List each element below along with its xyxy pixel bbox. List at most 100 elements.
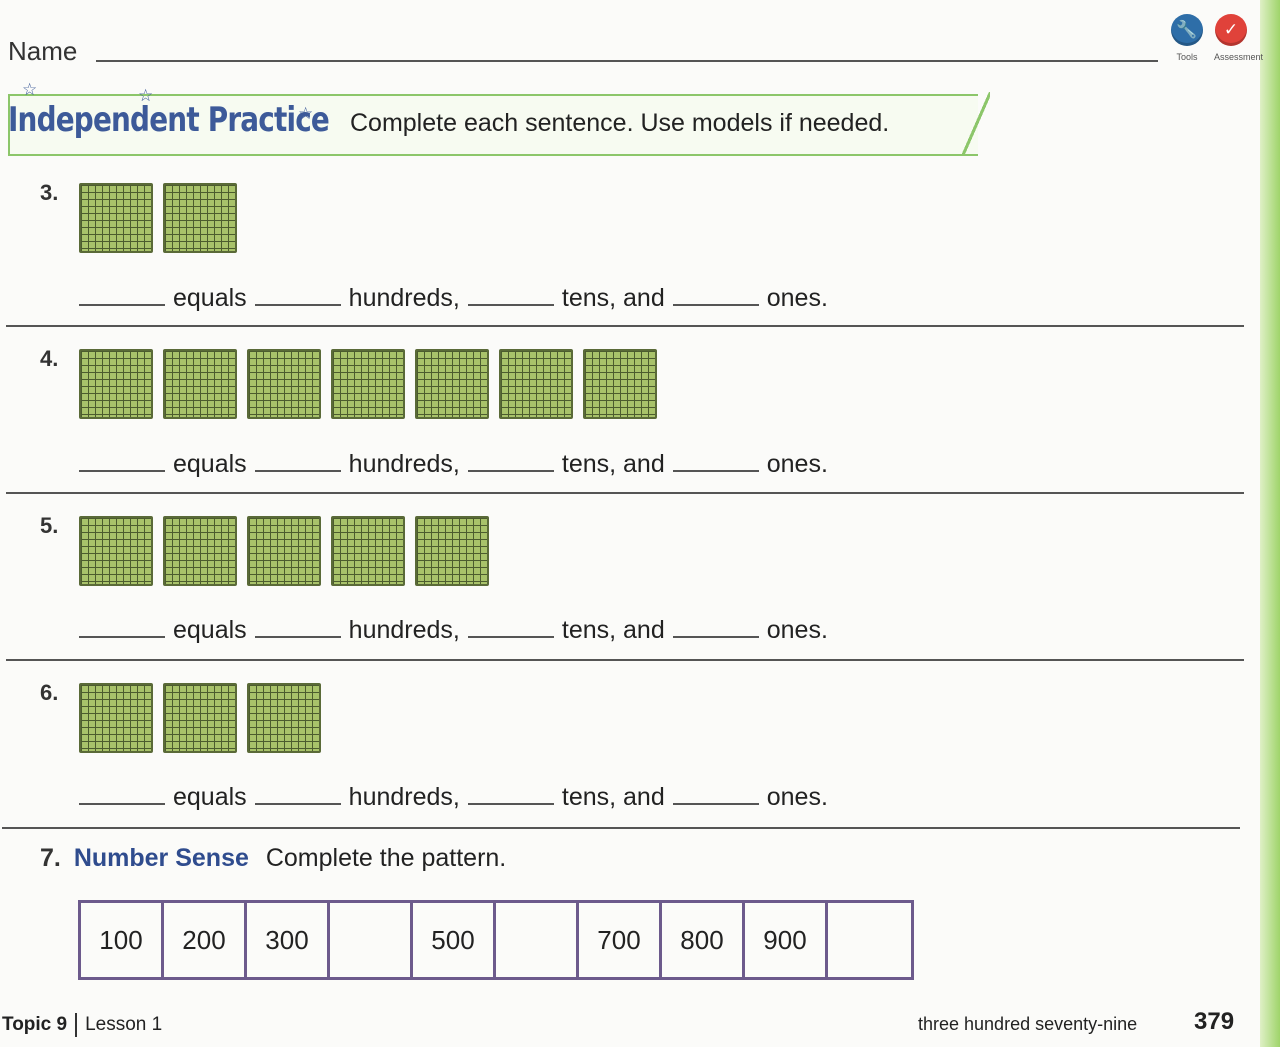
pattern-cell-blank[interactable]	[828, 903, 911, 977]
hundred-flat-block	[79, 183, 153, 253]
pattern-cell: 300	[247, 903, 330, 977]
hundred-flat-block	[247, 516, 321, 586]
answer-blank-tens[interactable]	[467, 802, 554, 805]
hundred-flat-block	[79, 683, 153, 753]
footer-topic-lesson: Topic 9 Lesson 1	[2, 1013, 162, 1037]
pattern-cell: 900	[745, 903, 828, 977]
answer-blank-tens[interactable]	[467, 635, 554, 638]
hundred-flat-block	[499, 349, 573, 419]
pattern-cell: 200	[164, 903, 247, 977]
word-equals: equals	[173, 284, 247, 312]
assessment-button[interactable]: ✓ Assessment	[1214, 14, 1264, 62]
word-ones: ones.	[766, 616, 828, 644]
banner-slant-decoration	[962, 92, 990, 156]
hundred-flat-block	[163, 183, 237, 253]
answer-blank-hundreds[interactable]	[254, 635, 341, 638]
divider	[6, 325, 1244, 327]
pattern-cell: 700	[579, 903, 662, 977]
word-equals: equals	[173, 783, 247, 811]
word-hundreds: hundreds,	[348, 616, 460, 644]
word-tens: tens, and	[561, 284, 665, 312]
word-ones: ones.	[766, 783, 828, 811]
word-hundreds: hundreds,	[348, 783, 460, 811]
page-number: 379	[1194, 1008, 1235, 1035]
problem-7-instruction: Complete the pattern.	[265, 844, 507, 872]
answer-blank-total[interactable]	[79, 802, 165, 805]
hundred-flat-block	[163, 683, 237, 753]
fill-in-sentence: equals hundreds, tens, and ones.	[79, 284, 828, 313]
word-tens: tens, and	[561, 450, 665, 478]
word-tens: tens, and	[561, 616, 665, 644]
fill-in-sentence: equals hundreds, tens, and ones.	[79, 783, 828, 812]
word-hundreds: hundreds,	[348, 450, 460, 478]
hundred-flat-block	[583, 349, 657, 419]
section-instruction: Complete each sentence. Use models if ne…	[350, 109, 890, 137]
answer-blank-total[interactable]	[79, 303, 165, 306]
fill-in-sentence: equals hundreds, tens, and ones.	[79, 450, 828, 479]
tools-button[interactable]: 🔧 Tools	[1170, 14, 1204, 62]
answer-blank-hundreds[interactable]	[254, 303, 341, 306]
answer-blank-hundreds[interactable]	[254, 469, 341, 472]
section-title: Independent Practice	[8, 100, 330, 140]
number-pattern-table: 100 200 300 500 700 800 900	[78, 900, 914, 980]
problem-number: 7.	[40, 844, 61, 872]
assessment-caption: Assessment	[1214, 52, 1264, 62]
answer-blank-total[interactable]	[79, 635, 165, 638]
word-hundreds: hundreds,	[348, 284, 460, 312]
name-label: Name	[8, 36, 78, 66]
instruction-banner	[8, 94, 978, 156]
divider	[6, 659, 1244, 661]
answer-blank-ones[interactable]	[672, 802, 759, 805]
answer-blank-hundreds[interactable]	[254, 802, 341, 805]
answer-blank-ones[interactable]	[672, 469, 759, 472]
word-equals: equals	[173, 450, 247, 478]
hundred-flats	[79, 183, 237, 253]
hundred-flats	[79, 516, 489, 586]
number-sense-label: Number Sense	[73, 844, 249, 872]
divider	[2, 827, 1240, 829]
hundred-flat-block	[163, 516, 237, 586]
problem-number: 5.	[40, 513, 59, 538]
answer-blank-ones[interactable]	[672, 303, 759, 306]
problem-number: 4.	[40, 346, 59, 371]
hundred-flat-block	[163, 349, 237, 419]
footer-lesson: Lesson 1	[85, 1014, 163, 1036]
page-edge-decoration	[1260, 0, 1280, 1047]
word-ones: ones.	[766, 284, 828, 312]
answer-blank-tens[interactable]	[467, 469, 554, 472]
answer-blank-ones[interactable]	[672, 635, 759, 638]
hundred-flat-block	[331, 516, 405, 586]
star-icon: ☆	[298, 104, 314, 123]
hundred-flats	[79, 349, 657, 419]
footer-divider	[75, 1013, 78, 1037]
pattern-cell-blank[interactable]	[330, 903, 413, 977]
star-icon: ☆	[138, 86, 154, 105]
hundred-flat-block	[247, 349, 321, 419]
hundred-flat-block	[247, 683, 321, 753]
check-icon: ✓	[1215, 14, 1247, 46]
hundred-flat-block	[79, 516, 153, 586]
answer-blank-tens[interactable]	[467, 303, 554, 306]
word-tens: tens, and	[561, 783, 665, 811]
problem-number: 3.	[40, 180, 59, 205]
pattern-cell: 100	[81, 903, 164, 977]
answer-blank-total[interactable]	[79, 469, 165, 472]
name-input-line[interactable]	[96, 60, 1158, 62]
problem-7-heading: 7. Number Sense Complete the pattern.	[40, 844, 506, 873]
page-number-words: three hundred seventy-nine	[918, 1014, 1138, 1034]
hundred-flat-block	[79, 349, 153, 419]
tools-caption: Tools	[1176, 52, 1198, 62]
hundred-flat-block	[331, 349, 405, 419]
footer-topic: Topic 9	[2, 1014, 68, 1036]
star-icon: ☆	[22, 80, 38, 99]
word-ones: ones.	[766, 450, 828, 478]
hundred-flat-block	[415, 349, 489, 419]
pattern-cell: 800	[662, 903, 745, 977]
word-equals: equals	[173, 616, 247, 644]
pattern-cell: 500	[413, 903, 496, 977]
pattern-cell-blank[interactable]	[496, 903, 579, 977]
wrench-icon: 🔧	[1171, 14, 1203, 46]
hundred-flat-block	[415, 516, 489, 586]
problem-number: 6.	[40, 680, 59, 705]
divider	[6, 492, 1244, 494]
